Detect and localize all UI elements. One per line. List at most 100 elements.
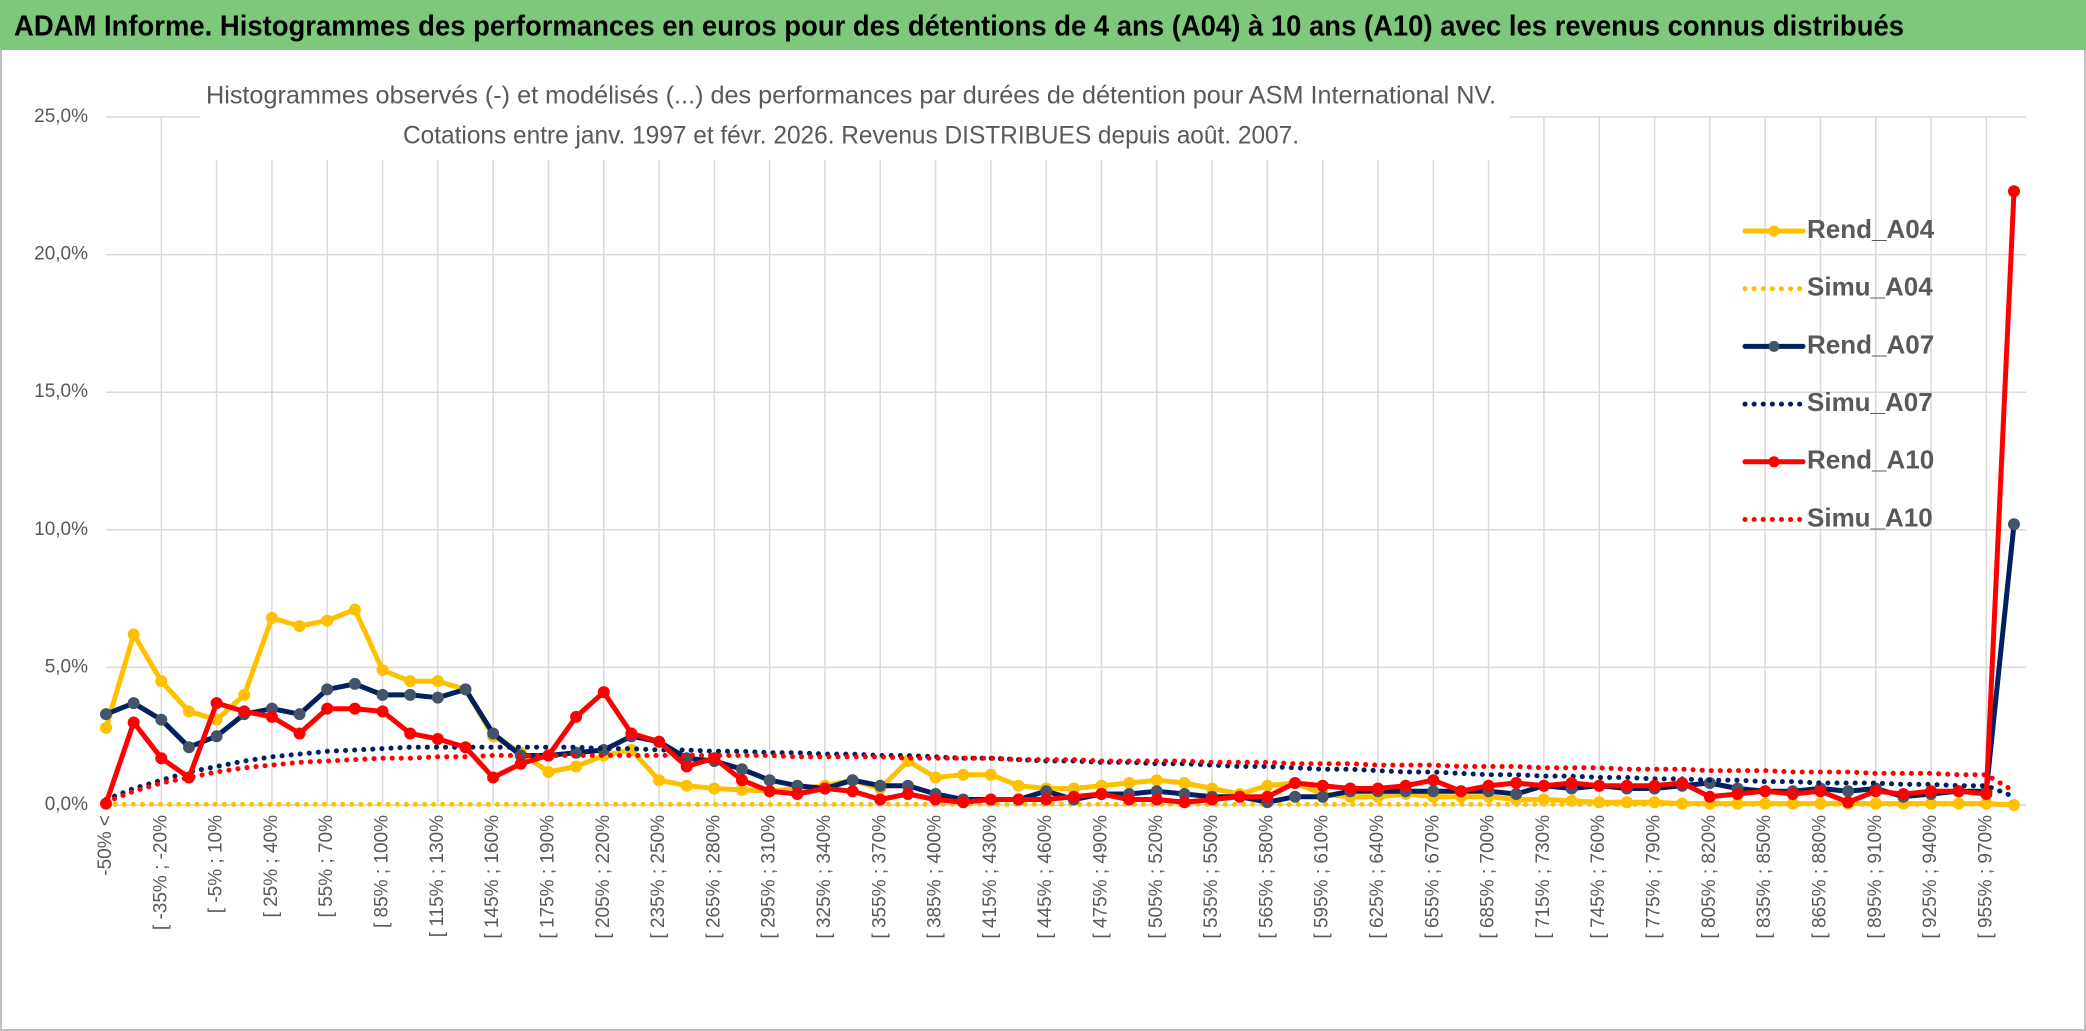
data-point bbox=[846, 774, 859, 787]
data-point bbox=[293, 727, 306, 740]
legend-marker bbox=[1768, 340, 1780, 352]
plot bbox=[100, 185, 2020, 811]
data-point bbox=[1344, 782, 1357, 795]
data-point bbox=[155, 675, 168, 688]
x-tick-label: [ 505% ; 520% bbox=[1146, 815, 1167, 939]
x-tick-label: [ 205% ; 220% bbox=[593, 815, 614, 939]
data-point bbox=[901, 787, 914, 800]
data-point bbox=[348, 677, 361, 690]
x-tick-label: [ -35% ; -20% bbox=[150, 815, 171, 930]
data-point bbox=[625, 727, 638, 740]
x-tick-label: [ 475% ; 490% bbox=[1090, 815, 1111, 939]
data-point bbox=[736, 763, 748, 776]
data-point bbox=[1427, 774, 1440, 787]
data-point bbox=[238, 705, 251, 718]
x-tick-label: [ 595% ; 610% bbox=[1312, 815, 1333, 939]
series-line bbox=[103, 521, 2017, 805]
y-tick-label: 5,0% bbox=[45, 656, 88, 677]
data-point bbox=[100, 721, 112, 734]
data-point bbox=[100, 708, 112, 721]
data-point bbox=[404, 675, 417, 688]
data-point bbox=[487, 771, 500, 784]
legend-label: Simu_A04 bbox=[1807, 272, 1933, 302]
x-tick-label: [ 715% ; 730% bbox=[1533, 815, 1554, 939]
x-tick-label: [ 745% ; 760% bbox=[1588, 815, 1609, 939]
y-tick-label: 15,0% bbox=[34, 381, 88, 402]
data-point bbox=[1510, 787, 1523, 800]
data-point bbox=[1316, 779, 1329, 792]
data-point bbox=[487, 727, 500, 740]
data-point bbox=[404, 727, 417, 740]
data-point bbox=[1040, 793, 1053, 806]
legend-label: Simu_A10 bbox=[1807, 502, 1933, 532]
x-tick-label: -50% < bbox=[95, 815, 116, 876]
data-point bbox=[1012, 793, 1025, 806]
data-point bbox=[680, 760, 693, 773]
data-point bbox=[1842, 796, 1855, 809]
data-point bbox=[1427, 785, 1440, 798]
data-point bbox=[321, 702, 334, 715]
data-point bbox=[1123, 793, 1136, 806]
header-bar bbox=[0, 0, 2086, 50]
data-point bbox=[763, 785, 776, 798]
data-point bbox=[846, 785, 859, 798]
y-tick-label: 0,0% bbox=[45, 794, 88, 815]
x-tick-label: [ 115% ; 130% bbox=[427, 815, 448, 937]
data-point bbox=[376, 688, 389, 701]
data-point bbox=[1842, 785, 1855, 798]
data-point bbox=[1565, 776, 1578, 789]
data-point bbox=[1952, 785, 1965, 798]
data-point bbox=[2008, 518, 2020, 531]
x-tick-label: [ 325% ; 340% bbox=[814, 815, 835, 939]
data-point bbox=[570, 760, 583, 773]
legend-marker bbox=[1768, 456, 1780, 468]
data-point bbox=[514, 757, 527, 770]
data-point bbox=[1648, 779, 1661, 792]
data-point bbox=[1150, 774, 1163, 787]
data-point bbox=[1703, 776, 1716, 789]
data-point bbox=[1123, 776, 1136, 789]
data-point bbox=[1012, 779, 1025, 792]
data-point bbox=[1703, 790, 1716, 803]
x-tick-label: [ 235% ; 250% bbox=[648, 815, 669, 939]
data-point bbox=[1759, 785, 1772, 798]
x-tick-label: [ 625% ; 640% bbox=[1367, 815, 1388, 939]
data-point bbox=[182, 741, 195, 754]
data-point bbox=[1482, 779, 1495, 792]
x-tick-label: [ 415% ; 430% bbox=[980, 815, 1001, 939]
data-point bbox=[763, 774, 776, 787]
x-tick-label: [ -5% ; 10% bbox=[206, 815, 227, 913]
data-point bbox=[238, 688, 251, 701]
data-point bbox=[265, 710, 278, 723]
data-point bbox=[570, 710, 583, 723]
data-point bbox=[293, 620, 306, 633]
data-point bbox=[348, 702, 361, 715]
data-point bbox=[1676, 776, 1689, 789]
data-point bbox=[155, 752, 168, 765]
x-tick-label: [ 895% ; 910% bbox=[1865, 815, 1886, 939]
x-tick-label: [ 865% ; 880% bbox=[1809, 815, 1830, 939]
data-point bbox=[1980, 787, 1993, 800]
data-point bbox=[127, 716, 140, 729]
title-box bbox=[200, 76, 1510, 160]
data-point bbox=[459, 741, 472, 754]
data-point bbox=[265, 611, 278, 624]
data-point bbox=[321, 683, 334, 696]
data-point bbox=[2008, 185, 2020, 198]
data-point bbox=[597, 686, 610, 699]
data-point bbox=[431, 675, 444, 688]
data-point bbox=[1454, 785, 1467, 798]
data-point bbox=[1897, 787, 1910, 800]
x-tick-label: [ 685% ; 700% bbox=[1478, 815, 1499, 939]
x-tick-label: [ 175% ; 190% bbox=[537, 815, 558, 939]
x-tick-label: [ 835% ; 850% bbox=[1754, 815, 1775, 939]
x-tick-label: [ 445% ; 460% bbox=[1035, 815, 1056, 939]
x-tick-label: [ 565% ; 580% bbox=[1256, 815, 1277, 939]
data-point bbox=[210, 730, 223, 743]
data-point bbox=[155, 713, 168, 726]
data-point bbox=[984, 768, 997, 781]
data-point bbox=[874, 793, 887, 806]
data-point bbox=[542, 765, 555, 778]
data-point bbox=[376, 705, 389, 718]
